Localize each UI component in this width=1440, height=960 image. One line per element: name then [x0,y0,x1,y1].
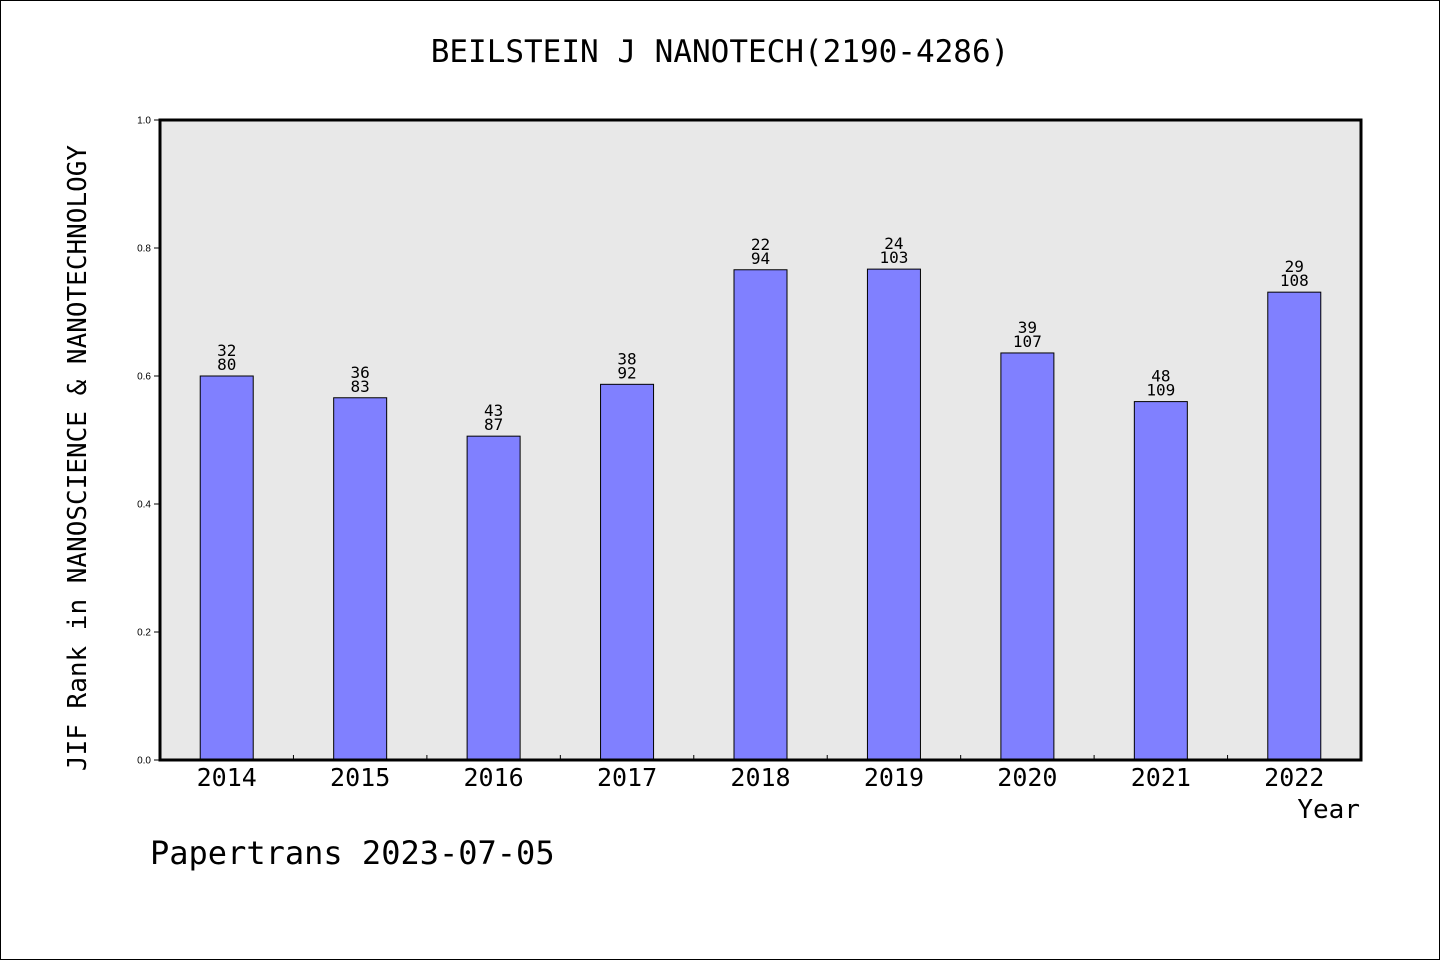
bar-label-total: 83 [351,377,370,396]
y-tick-label: 1.0 [137,116,151,127]
x-tick-label: 2022 [1264,763,1324,792]
bar-label-total: 108 [1280,271,1309,290]
bar-label-rank: 38 [617,349,636,368]
bar-label-rank: 29 [1285,257,1304,276]
x-tick-label: 2021 [1131,763,1191,792]
x-tick-label: 2015 [330,763,390,792]
bar-label-rank: 24 [884,234,903,253]
bar [466,435,521,761]
bar-label-rank: 39 [1018,318,1037,337]
bar-label-total: 92 [617,363,636,382]
x-tick-label: 2016 [464,763,524,792]
bar [600,383,655,761]
x-axis-label: Year [1297,795,1360,825]
x-tick-label: 2014 [197,763,257,792]
y-tick-label: 0.0 [137,756,151,767]
bar [199,375,254,761]
y-tick-label: 0.6 [137,372,151,383]
bar [1000,352,1055,761]
bar-label-total: 87 [484,415,503,434]
plot-border [158,118,1363,762]
y-tick-label: 0.2 [137,628,151,639]
bar-label-rank: 48 [1151,367,1170,386]
bar-label-rank: 32 [217,341,236,360]
chart-title: BEILSTEIN J NANOTECH(2190-4286) [430,34,1010,70]
bar-label-total: 94 [751,249,770,268]
x-tick-label: 2019 [864,763,924,792]
bar-label-rank: 43 [484,401,503,420]
x-tick-label: 2018 [730,763,790,792]
bar [1133,401,1188,761]
bar-label-total: 107 [1013,332,1042,351]
bar [1267,291,1322,761]
footer-text: Papertrans 2023-07-05 [150,834,555,872]
y-tick-label: 0.8 [137,244,151,255]
bar-label-rank: 22 [751,235,770,254]
bar [866,268,921,761]
bar [333,397,388,761]
y-tick-label: 0.4 [137,500,151,511]
x-tick-label: 2020 [997,763,1057,792]
bar [733,269,788,761]
bar-label-total: 103 [879,248,908,267]
bar-label-total: 80 [217,355,236,374]
x-tick-label: 2017 [597,763,657,792]
bar-label-rank: 36 [351,363,370,382]
bar-label-total: 109 [1146,381,1175,400]
